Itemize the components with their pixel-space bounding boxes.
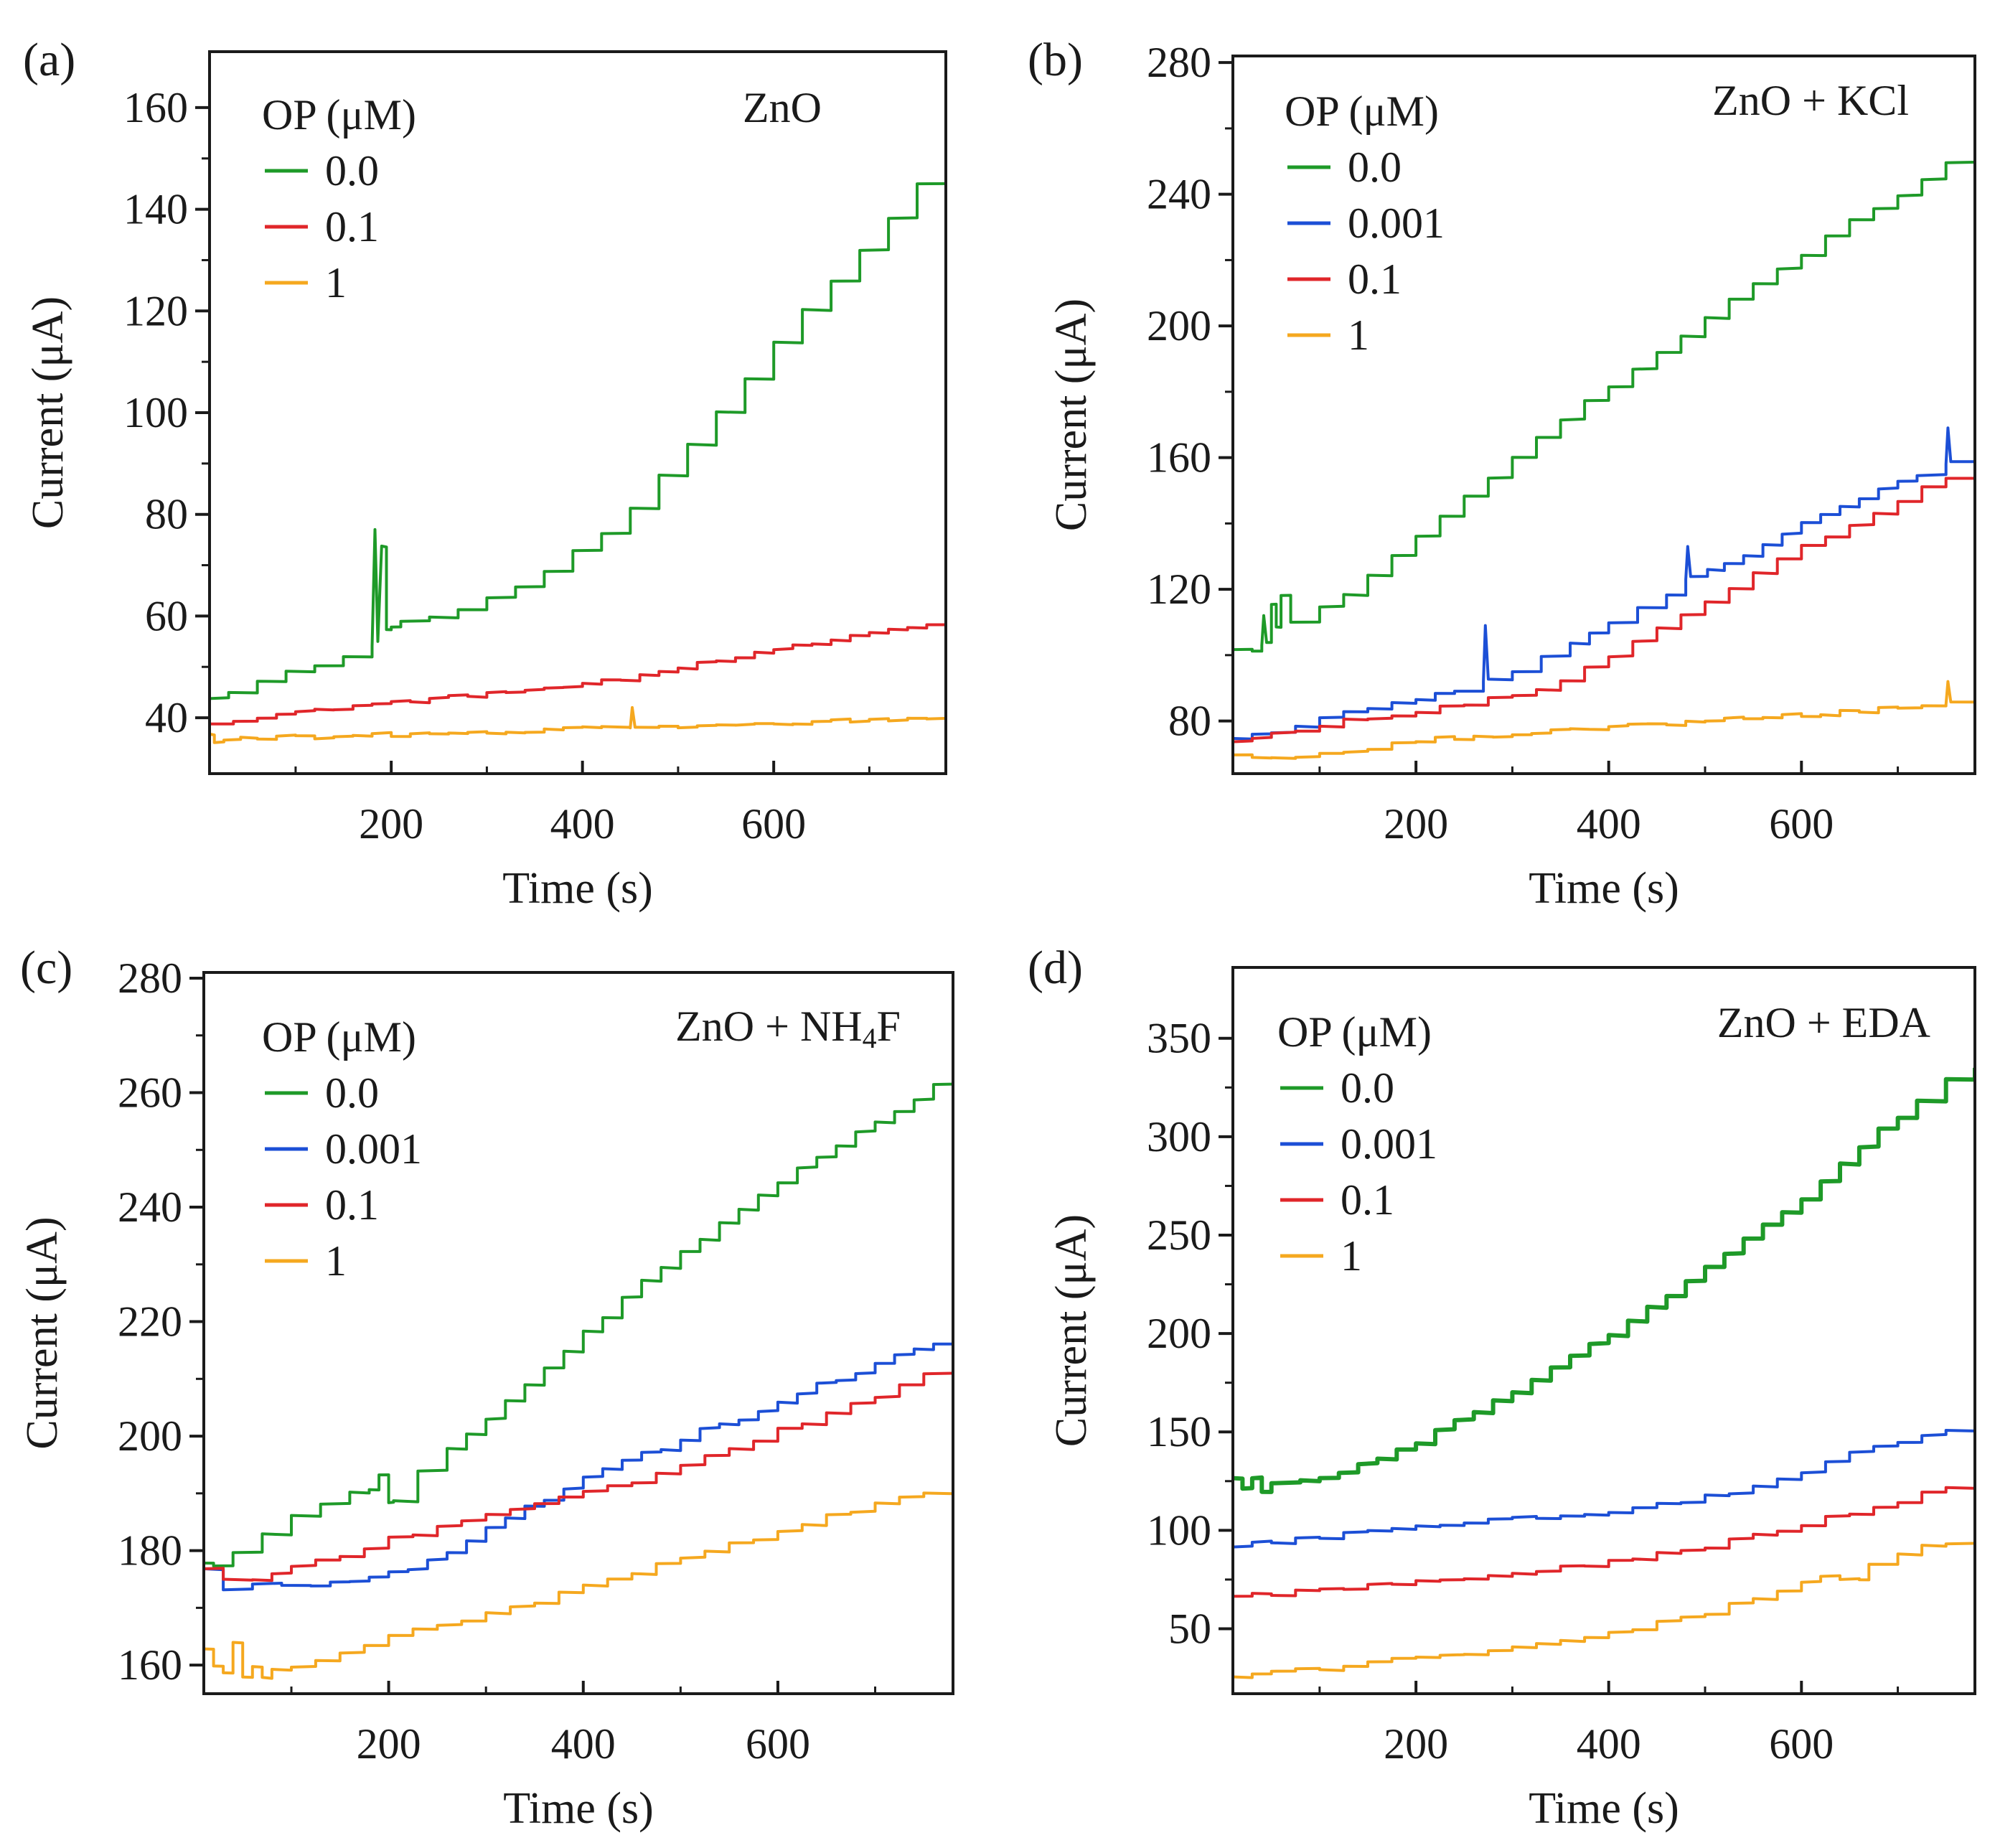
legend-title: OP (μM) [262, 91, 416, 139]
y-tick-label: 250 [1147, 1211, 1211, 1259]
legend-label: 0.0 [1348, 144, 1402, 191]
x-tick-label: 600 [1769, 800, 1834, 848]
series-line-0.0 [1234, 1067, 1973, 1494]
legend-label: 0.1 [1348, 255, 1402, 303]
legend-title: OP (μM) [1277, 1008, 1432, 1056]
legend-label: 0.1 [1341, 1176, 1394, 1224]
y-tick-label: 280 [118, 955, 182, 1002]
series-line-0.1 [211, 623, 944, 726]
panel-b: (b) 200 400 600 80 120 160 200 240 280 Time (s) Cur… [1028, 34, 1976, 913]
panel-a: (a) 200 400 600 40 60 80 100 120 140 160 Time (s) Cu… [23, 34, 947, 913]
x-tick-label: 200 [359, 800, 423, 848]
panel-letter: (b) [1028, 34, 1083, 86]
y-axis-label: Current (μA) [24, 296, 72, 529]
y-tick-label: 80 [1168, 698, 1211, 745]
y-tick-label: 160 [118, 1641, 182, 1689]
x-tick-label: 400 [551, 1720, 616, 1768]
panel-c: (c) 200 400 600 160 180 200 220 240 260 280 Time (s… [18, 942, 954, 1833]
panel-annotation: ZnO + KCl [1712, 77, 1909, 124]
y-tick-label: 260 [118, 1069, 182, 1117]
y-tick-label: 120 [1147, 566, 1211, 613]
panel-annotation: ZnO [743, 84, 822, 131]
x-axis-label: Time (s) [1529, 864, 1679, 913]
legend-label: 0.1 [325, 203, 379, 250]
legend-label: 0.001 [1348, 200, 1445, 247]
panel-letter: (d) [1028, 942, 1083, 994]
x-axis-label: Time (s) [1529, 1784, 1679, 1833]
y-tick-label: 140 [123, 186, 188, 233]
y-tick-label: 40 [145, 694, 188, 741]
panel-letter: (a) [23, 34, 75, 86]
y-tick-label: 200 [1147, 1310, 1211, 1357]
series-line-0.1 [205, 1361, 952, 1582]
series-line-1 [205, 1481, 952, 1680]
y-tick-label: 220 [118, 1298, 182, 1346]
plot-frame [202, 971, 954, 1695]
plot-frame [1231, 966, 1976, 1695]
series-line-0.001 [1234, 426, 1973, 741]
panel-letter: (c) [20, 942, 72, 994]
x-tick-label: 200 [357, 1720, 421, 1768]
x-tick-label: 600 [746, 1720, 810, 1768]
y-tick-label: 240 [118, 1183, 182, 1231]
x-axis-label: Time (s) [503, 1784, 654, 1833]
x-tick-label: 600 [741, 800, 806, 848]
series-line-1 [1234, 1540, 1973, 1679]
y-tick-label: 60 [145, 592, 188, 639]
series-line-0.0 [1234, 135, 1973, 653]
legend-label: 0.0 [325, 1069, 379, 1117]
x-axis-label: Time (s) [502, 864, 653, 913]
y-tick-label: 100 [1147, 1506, 1211, 1554]
series-line-0.0 [211, 153, 944, 700]
legend-label: 0.1 [325, 1181, 379, 1229]
y-axis-label: Current (μA) [18, 1216, 67, 1449]
y-tick-label: 100 [123, 389, 188, 436]
y-tick-label: 300 [1147, 1113, 1211, 1160]
y-tick-label: 240 [1147, 171, 1211, 218]
legend-label: 0.001 [325, 1125, 422, 1173]
series-line-0.001 [1234, 1429, 1973, 1549]
y-tick-label: 150 [1147, 1408, 1211, 1455]
legend-label: 0.001 [1341, 1120, 1437, 1168]
y-tick-label: 160 [1147, 434, 1211, 482]
series-line-1 [1234, 680, 1973, 760]
y-tick-label: 50 [1168, 1605, 1211, 1652]
x-tick-label: 200 [1384, 1720, 1448, 1768]
x-tick-label: 200 [1384, 800, 1448, 848]
x-tick-label: 400 [550, 800, 615, 848]
y-tick-label: 280 [1147, 39, 1211, 86]
y-tick-label: 350 [1147, 1015, 1211, 1062]
legend-label: 0.0 [1341, 1064, 1394, 1112]
y-tick-label: 180 [118, 1527, 182, 1575]
legend-label: 1 [325, 259, 347, 306]
y-tick-label: 200 [118, 1412, 182, 1460]
x-tick-label: 400 [1577, 1720, 1641, 1768]
legend-label: 1 [1341, 1232, 1362, 1280]
legend-title: OP (μM) [1285, 88, 1439, 135]
panel-d: (d) 200 400 600 50 100 150 200 250 300 350 Time (s)… [1028, 942, 1976, 1833]
series-line-0.0 [205, 1069, 952, 1567]
panel-annotation: ZnO + NH4F [675, 1003, 901, 1054]
y-tick-label: 120 [123, 287, 188, 334]
plot-frame [1231, 55, 1976, 775]
x-tick-label: 400 [1577, 800, 1641, 848]
panel-annotation: ZnO + EDA [1717, 999, 1930, 1046]
annotation-subscript: 4 [863, 1022, 877, 1054]
y-axis-label: Current (μA) [1047, 299, 1096, 531]
legend-label: 1 [325, 1237, 347, 1285]
y-tick-label: 160 [123, 84, 188, 131]
y-axis-label: Current (μA) [1047, 1214, 1096, 1447]
legend-label: 0.0 [325, 147, 379, 194]
y-tick-label: 200 [1147, 302, 1211, 350]
series-line-0.001 [205, 1338, 952, 1592]
y-tick-label: 80 [145, 491, 188, 538]
series-line-0.1 [1234, 457, 1973, 744]
series-line-1 [211, 705, 944, 744]
legend-label: 1 [1348, 311, 1369, 359]
legend-title: OP (μM) [262, 1013, 416, 1061]
x-tick-label: 600 [1769, 1720, 1834, 1768]
series-line-0.1 [1234, 1479, 1973, 1598]
